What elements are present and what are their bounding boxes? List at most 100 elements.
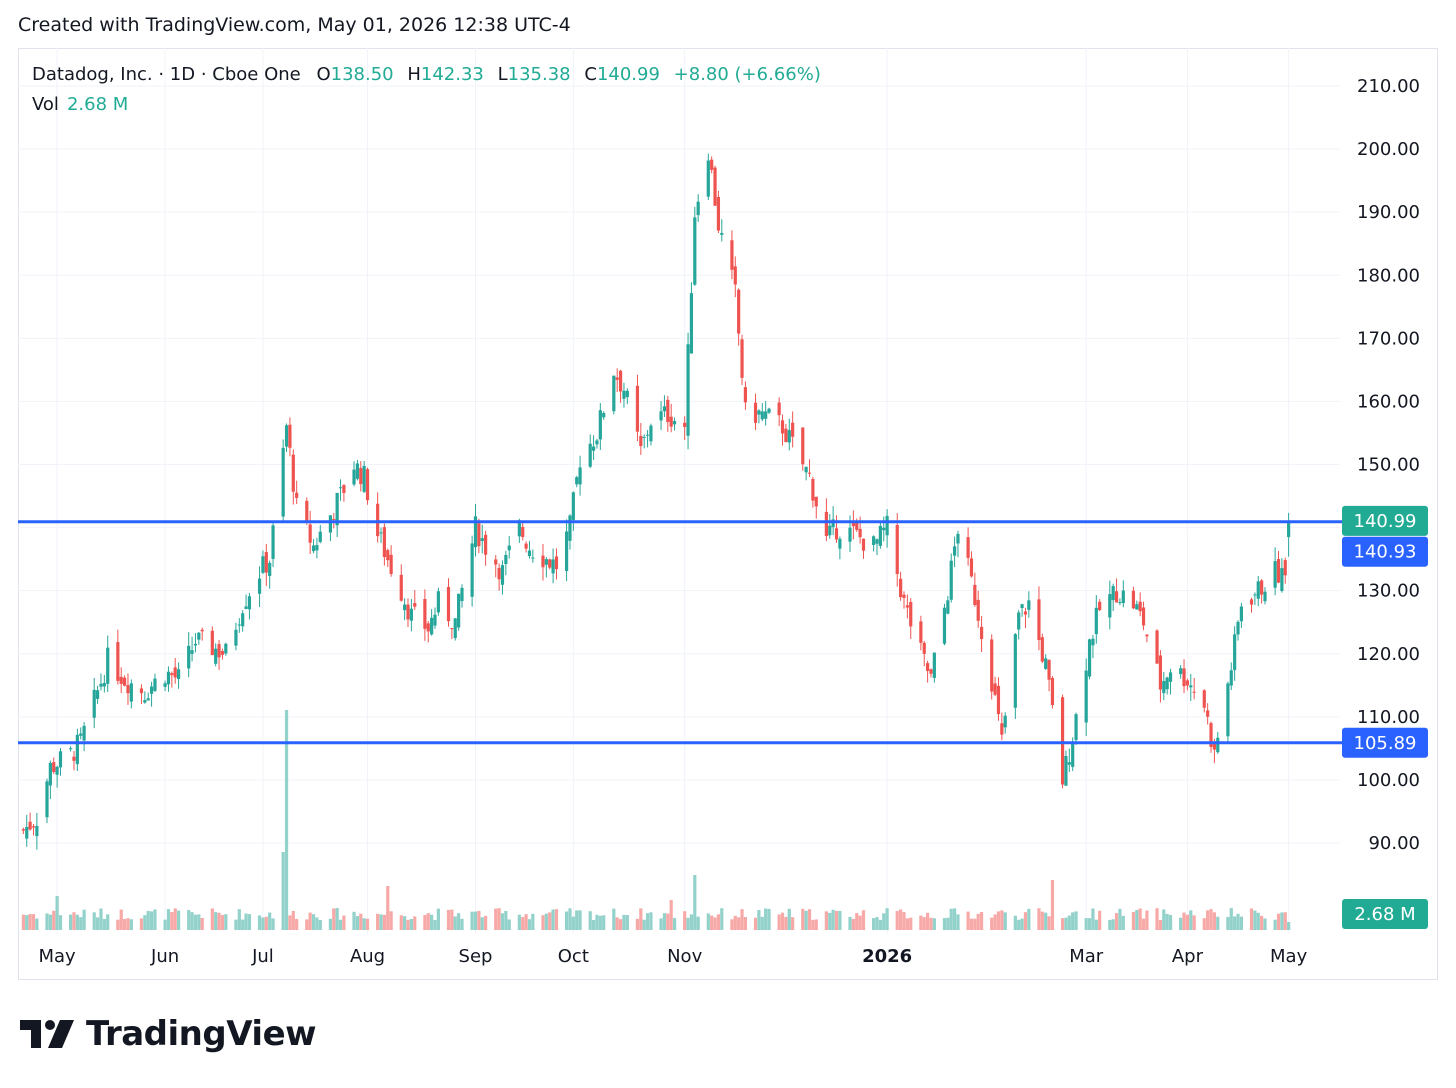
- candle-body: [197, 632, 201, 640]
- volume-bar: [1027, 908, 1031, 930]
- candle-body: [713, 167, 717, 206]
- volume-bar: [1158, 919, 1163, 930]
- change-value: +8.80 (+6.66%): [673, 64, 821, 85]
- tradingview-brand[interactable]: TradingView: [20, 1014, 317, 1054]
- candle-body: [399, 574, 403, 601]
- volume-bar: [1236, 913, 1240, 930]
- candles: [21, 153, 1291, 850]
- volume-bar: [460, 918, 464, 930]
- candle-body: [1091, 638, 1095, 646]
- volume-bar: [25, 915, 29, 930]
- volume-bar: [355, 916, 360, 930]
- volume-bar: [139, 918, 144, 930]
- candle-body: [672, 421, 677, 425]
- volume-bar: [237, 909, 241, 930]
- volume-bar: [598, 915, 602, 930]
- open-value: 138.50: [330, 64, 394, 85]
- price-axis[interactable]: 210.00 200.00 190.00 180.00 170.00 160.00 150.…: [1357, 76, 1420, 854]
- candle-body: [1135, 604, 1139, 610]
- volume-bar: [119, 909, 123, 930]
- volume-bar: [315, 917, 319, 930]
- candle-body: [1233, 634, 1237, 671]
- candle-body: [1263, 591, 1267, 602]
- volume-bar: [696, 916, 700, 930]
- volume-bar: [615, 917, 619, 930]
- candle-body: [1017, 612, 1021, 630]
- candle-body: [173, 667, 177, 678]
- candle-body: [423, 598, 427, 629]
- candle-body: [683, 422, 687, 427]
- candle-body: [551, 559, 555, 574]
- candle-body: [932, 652, 936, 678]
- volume-bar: [595, 914, 599, 930]
- volume-bar: [143, 915, 147, 930]
- volume-bar: [497, 908, 501, 930]
- candle-body: [807, 472, 812, 474]
- volume-bar: [713, 917, 717, 930]
- candle-body: [649, 425, 653, 442]
- candle-body: [990, 639, 994, 692]
- volume-bar: [450, 909, 454, 930]
- candle-body: [318, 531, 322, 542]
- last-price-tag-bg: [1342, 505, 1428, 536]
- volume-bar: [430, 914, 434, 930]
- volume-bar: [588, 911, 592, 930]
- volume-bar: [413, 916, 417, 930]
- candle-body: [79, 733, 83, 736]
- horizontal-lines[interactable]: [18, 520, 1426, 745]
- volume-bar: [1108, 919, 1112, 930]
- volume-bar: [187, 910, 191, 930]
- volume-bar: [477, 910, 481, 930]
- candle-body: [470, 543, 474, 597]
- candle-body: [575, 477, 579, 485]
- volume-bar: [386, 886, 390, 930]
- candle-body: [976, 599, 980, 621]
- volume-bar: [473, 911, 478, 930]
- candle-body: [855, 521, 859, 530]
- volume-bar: [966, 911, 970, 930]
- candle-body: [1216, 737, 1220, 753]
- candle-body: [615, 377, 619, 380]
- volume-bar: [1060, 918, 1065, 930]
- candle-body: [433, 614, 437, 626]
- candle-body: [436, 591, 440, 613]
- volume-bar: [1050, 880, 1055, 930]
- volume-bar: [1040, 911, 1044, 930]
- candle-body: [96, 690, 100, 699]
- volume-bar: [295, 918, 299, 930]
- volume-bar: [804, 910, 808, 930]
- candle-body: [710, 159, 714, 170]
- candle-body: [45, 781, 49, 818]
- volume-bar: [517, 914, 521, 930]
- candle-body: [403, 604, 407, 611]
- volume-bar: [359, 913, 363, 930]
- candle-body: [35, 825, 39, 837]
- time-axis[interactable]: May Jun Jul Aug Sep Oct Nov 2026 Mar Apr May: [39, 946, 1308, 967]
- volume-bar: [571, 916, 575, 930]
- volume-bar: [996, 911, 1001, 930]
- volume-bar: [527, 919, 532, 930]
- candle-body: [477, 523, 481, 547]
- volume-bar: [31, 914, 36, 930]
- candlestick-chart[interactable]: 210.00 200.00 190.00 180.00 170.00 160.00 150.…: [0, 0, 1456, 1000]
- candle-body: [1229, 670, 1233, 686]
- candle-body: [1067, 762, 1071, 765]
- candle-body: [1202, 690, 1206, 708]
- volume-bar: [399, 915, 403, 930]
- volume-bar: [376, 913, 380, 930]
- candle-body: [1287, 521, 1291, 538]
- chart-frame[interactable]: [18, 48, 1438, 980]
- volume-bar: [1131, 911, 1136, 930]
- volume-bar: [126, 918, 130, 930]
- candle-body: [25, 827, 29, 839]
- volume-bar: [1135, 909, 1139, 930]
- candle-body: [1253, 594, 1257, 596]
- volume-bar: [166, 909, 171, 930]
- candle-body: [780, 420, 785, 434]
- candle-body: [1094, 607, 1098, 635]
- candle-body: [247, 596, 252, 610]
- candle-body: [1236, 621, 1240, 635]
- volume-bar: [457, 913, 461, 930]
- high-value: 142.33: [420, 64, 484, 85]
- candle-body: [446, 587, 451, 622]
